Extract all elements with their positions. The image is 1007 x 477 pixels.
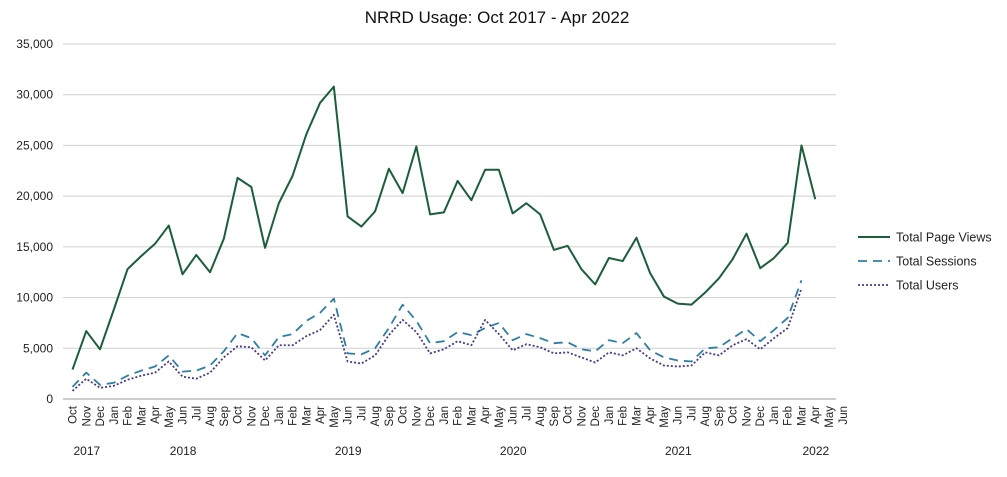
x-tick-label: Dec <box>590 406 602 427</box>
x-tick-label: Apr <box>480 406 492 424</box>
x-tick-label: Jul <box>686 406 698 421</box>
x-tick-label: May <box>494 406 506 428</box>
year-label: 2018 <box>170 444 197 458</box>
x-tick-label: Mar <box>796 406 808 426</box>
series-lines <box>71 85 817 392</box>
legend-label: Total Users <box>896 279 959 293</box>
year-labels: 2017 2018 2019 2020 2021 2022 <box>74 444 830 458</box>
x-tick-label: Jun <box>508 406 520 425</box>
x-tick-label: Sep <box>714 406 726 426</box>
x-tick-label: May <box>164 406 176 428</box>
x-axis-ticks: Oct Nov Dec Jan Feb Mar Apr May Jun Jul Aug Sep Oct N… <box>68 405 850 428</box>
x-tick-label: Jun <box>343 406 355 425</box>
x-tick-label: Mar <box>136 406 148 426</box>
y-tick-label: 10,000 <box>16 291 53 305</box>
series-line <box>71 288 803 392</box>
y-tick-label: 0 <box>46 392 53 406</box>
x-tick-label: Feb <box>783 406 795 426</box>
x-tick-label: Apr <box>315 406 327 424</box>
x-tick-label: Aug <box>370 406 382 426</box>
year-label: 2022 <box>802 444 829 458</box>
year-label: 2020 <box>500 444 527 458</box>
x-tick-label: Jun <box>838 406 850 425</box>
y-tick-label: 25,000 <box>16 138 53 152</box>
x-tick-label: Apr <box>150 406 162 424</box>
x-tick-label: Sep <box>549 406 561 426</box>
x-tick-label: May <box>329 406 341 428</box>
year-label: 2019 <box>335 444 362 458</box>
x-tick-label: Mar <box>631 406 643 426</box>
x-tick-label: Jun <box>673 406 685 425</box>
x-tick-label: Mar <box>301 406 313 426</box>
x-tick-label: Oct <box>68 405 80 424</box>
legend-label: Total Sessions <box>896 255 977 269</box>
x-tick-label: Nov <box>576 406 588 427</box>
x-tick-label: Jun <box>178 406 190 425</box>
year-label: 2021 <box>665 444 692 458</box>
gridlines <box>63 43 836 400</box>
x-tick-label: Jan <box>439 406 451 425</box>
y-tick-label: 30,000 <box>16 88 53 102</box>
x-tick-label: Dec <box>755 406 767 427</box>
x-tick-label: Sep <box>384 406 396 426</box>
legend-label: Total Page Views <box>896 231 992 245</box>
x-tick-label: Dec <box>260 406 272 427</box>
x-tick-label: Feb <box>618 406 630 426</box>
x-tick-label: Oct <box>398 405 410 424</box>
x-tick-label: Aug <box>535 406 547 426</box>
x-tick-label: Oct <box>563 405 575 424</box>
x-tick-label: Apr <box>645 406 657 424</box>
x-tick-label: Nov <box>411 406 423 427</box>
x-tick-label: Sep <box>219 406 231 426</box>
x-tick-label: Dec <box>95 406 107 427</box>
y-tick-label: 15,000 <box>16 240 53 254</box>
x-tick-label: Apr <box>810 406 822 424</box>
x-tick-label: Jan <box>769 406 781 425</box>
x-tick-label: May <box>824 406 836 428</box>
x-tick-label: Jul <box>191 406 203 421</box>
x-tick-label: Mar <box>466 406 478 426</box>
x-tick-label: Jul <box>356 406 368 421</box>
x-tick-label: Jan <box>274 406 286 425</box>
x-tick-label: Jan <box>604 406 616 425</box>
x-tick-label: Jan <box>109 406 121 425</box>
x-tick-label: Nov <box>741 406 753 427</box>
legend: Total Page Views Total Sessions Total User… <box>858 231 992 293</box>
x-tick-label: May <box>659 406 671 428</box>
y-tick-label: 35,000 <box>16 37 53 51</box>
x-tick-label: Nov <box>246 406 258 427</box>
series-line <box>71 85 817 370</box>
x-tick-label: Oct <box>728 405 740 424</box>
x-tick-label: Feb <box>123 406 135 426</box>
series-line <box>71 280 803 388</box>
x-tick-label: Nov <box>81 406 93 427</box>
y-axis-ticks: 0 5,000 10,000 15,000 20,000 25,000 30,000 35,0… <box>16 37 53 406</box>
y-tick-label: 20,000 <box>16 189 53 203</box>
x-tick-label: Oct <box>233 405 245 424</box>
x-tick-label: Aug <box>700 406 712 426</box>
y-tick-label: 5,000 <box>23 341 53 355</box>
chart-title: NRRD Usage: Oct 2017 - Apr 2022 <box>365 8 630 27</box>
x-tick-label: Feb <box>453 406 465 426</box>
x-tick-label: Aug <box>205 406 217 426</box>
x-tick-label: Jul <box>521 406 533 421</box>
x-tick-label: Dec <box>425 406 437 427</box>
x-tick-label: Feb <box>288 406 300 426</box>
year-label: 2017 <box>74 444 101 458</box>
